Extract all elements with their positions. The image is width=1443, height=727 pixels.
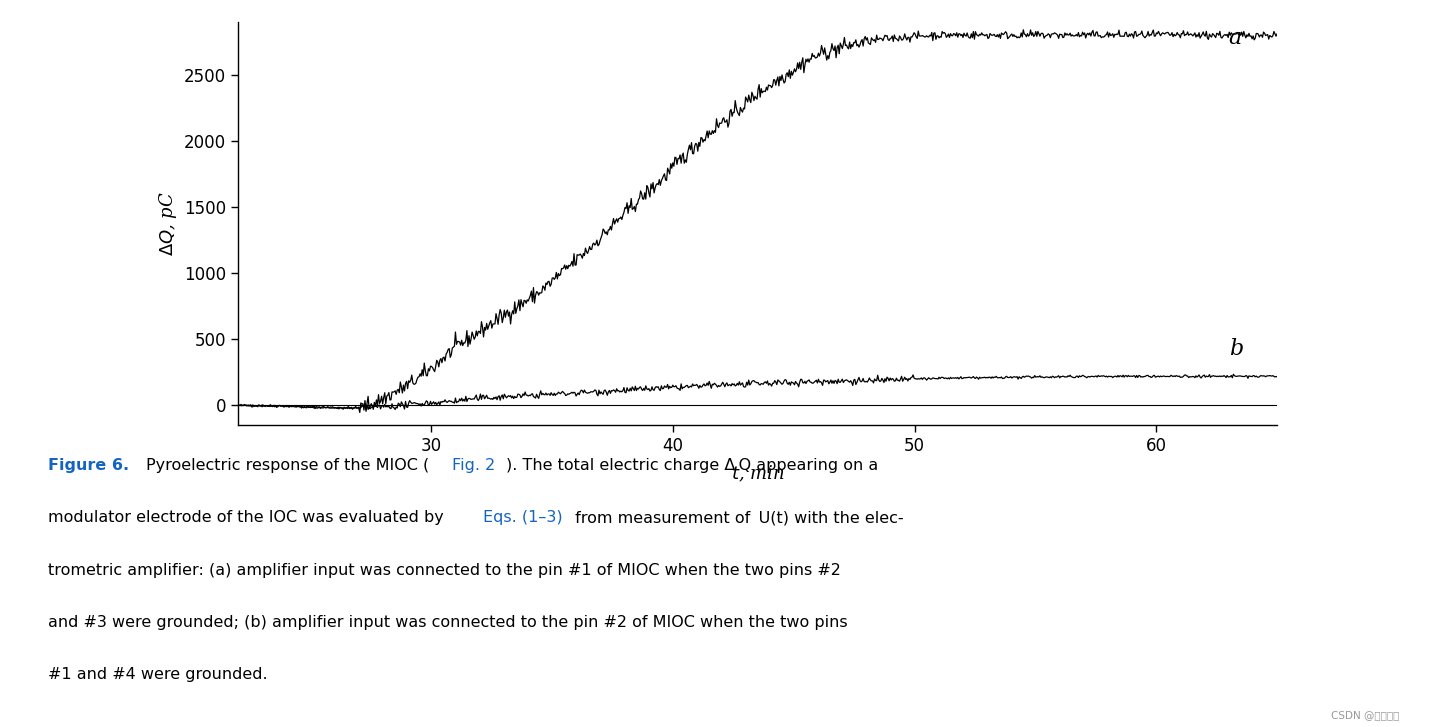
Text: ). The total electric charge Δ Q appearing on a: ). The total electric charge Δ Q appeari… xyxy=(506,458,879,473)
Text: and #3 were grounded; (b) amplifier input was connected to the pin #2 of MIOC wh: and #3 were grounded; (b) amplifier inpu… xyxy=(48,615,847,630)
Text: Figure 6.: Figure 6. xyxy=(48,458,128,473)
Text: CSDN @歌者长門: CSDN @歌者长門 xyxy=(1332,710,1400,720)
Text: #1 and #4 were grounded.: #1 and #4 were grounded. xyxy=(48,667,267,683)
Text: from measurement of  U(t) with the elec-: from measurement of U(t) with the elec- xyxy=(570,510,903,526)
Text: trometric amplifier: (a) amplifier input was connected to the pin #1 of MIOC whe: trometric amplifier: (a) amplifier input… xyxy=(48,563,840,578)
Y-axis label: $\Delta Q$, pC: $\Delta Q$, pC xyxy=(157,191,179,256)
Text: Eqs. (1–3): Eqs. (1–3) xyxy=(483,510,563,526)
Text: Pyroelectric response of the MIOC (: Pyroelectric response of the MIOC ( xyxy=(146,458,429,473)
X-axis label: $t$, min: $t$, min xyxy=(730,463,785,483)
Text: Fig. 2: Fig. 2 xyxy=(452,458,495,473)
Text: a: a xyxy=(1229,27,1242,49)
Text: b: b xyxy=(1229,337,1242,360)
Text: modulator electrode of the IOC was evaluated by: modulator electrode of the IOC was evalu… xyxy=(48,510,449,526)
